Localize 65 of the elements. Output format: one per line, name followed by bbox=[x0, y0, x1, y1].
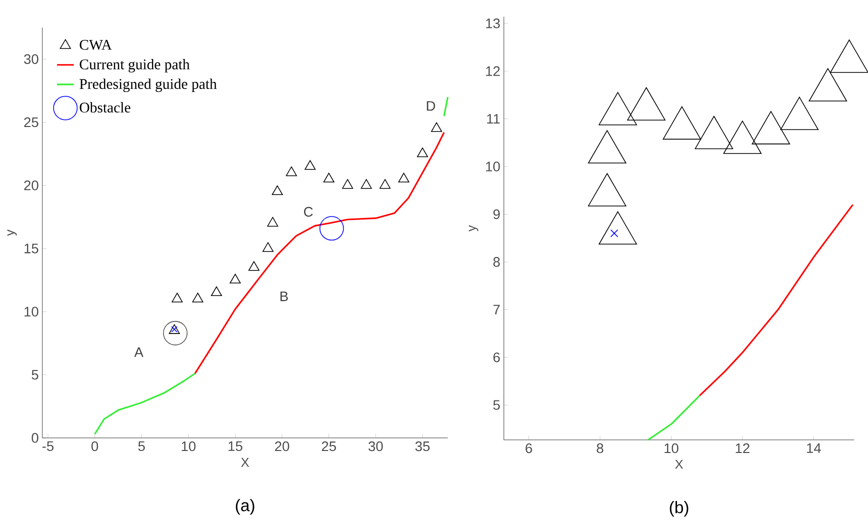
y-tick-label: 13 bbox=[486, 18, 500, 28]
point bbox=[171, 326, 178, 332]
annotation: C bbox=[304, 206, 313, 216]
y-tick-label: 12 bbox=[486, 66, 500, 76]
point bbox=[163, 320, 188, 346]
x-tick-label: 10 bbox=[664, 443, 678, 453]
y-tick-label: 25 bbox=[24, 117, 38, 127]
legend-label: Obstacle bbox=[80, 102, 130, 112]
y-tick-label: 9 bbox=[493, 209, 500, 219]
y-tick-label: 6 bbox=[493, 352, 500, 362]
x-tick-label: 12 bbox=[736, 443, 750, 453]
point bbox=[192, 292, 204, 302]
legend-label: CWA bbox=[80, 40, 112, 50]
x-tick-label: 14 bbox=[807, 443, 821, 453]
y-axis-title: y bbox=[468, 224, 478, 232]
y-axis-title: y bbox=[7, 229, 17, 236]
point bbox=[304, 160, 316, 170]
annotation: A bbox=[134, 347, 144, 357]
x-tick-label: 30 bbox=[368, 441, 383, 451]
y-tick-label: 10 bbox=[24, 306, 38, 316]
x-tick-label: -5 bbox=[42, 441, 54, 451]
x-tick-label: 8 bbox=[596, 443, 604, 453]
point bbox=[272, 185, 283, 195]
x-tick-label: 0 bbox=[91, 441, 98, 451]
legend-label: Predesigned guide path bbox=[80, 78, 217, 92]
x-tick-label: 25 bbox=[322, 441, 336, 451]
x-tick-label: 6 bbox=[526, 443, 532, 453]
legend-label: Current guide path bbox=[80, 58, 190, 72]
point bbox=[416, 147, 428, 157]
point bbox=[248, 260, 260, 271]
point bbox=[262, 242, 274, 252]
point bbox=[431, 122, 442, 132]
y-tick-label: 30 bbox=[24, 54, 38, 64]
point bbox=[380, 178, 391, 188]
y-tick-label: 5 bbox=[493, 400, 500, 410]
y-tick-label: 7 bbox=[493, 304, 500, 314]
y-tick-label: 10 bbox=[486, 161, 500, 172]
x-axis-title: X bbox=[675, 460, 684, 468]
x-tick-label: 35 bbox=[415, 441, 430, 451]
x-tick-label: 15 bbox=[228, 441, 242, 451]
y-tick-label: 20 bbox=[24, 180, 38, 190]
annotation: B bbox=[280, 291, 288, 301]
point bbox=[323, 172, 334, 182]
point bbox=[342, 178, 354, 188]
y-tick-label: 8 bbox=[493, 256, 500, 267]
y-tick-label: 11 bbox=[487, 114, 500, 124]
line-series bbox=[698, 204, 854, 396]
annotation: D bbox=[426, 100, 436, 110]
point bbox=[210, 286, 222, 296]
text: (a) bbox=[236, 498, 254, 514]
x-tick-label: 20 bbox=[275, 441, 290, 451]
x-axis-title: X bbox=[241, 458, 250, 466]
y-tick-label: 0 bbox=[32, 432, 38, 443]
point bbox=[398, 172, 410, 182]
point bbox=[267, 216, 278, 226]
point bbox=[230, 274, 241, 284]
point bbox=[286, 166, 297, 176]
y-tick-label: 15 bbox=[24, 243, 38, 254]
x-tick-label: 10 bbox=[182, 441, 196, 451]
point bbox=[172, 292, 183, 302]
point bbox=[360, 178, 372, 188]
point bbox=[319, 216, 344, 240]
y-tick-label: 5 bbox=[32, 370, 38, 380]
text: (b) bbox=[670, 500, 688, 516]
x-tick-label: 5 bbox=[138, 441, 145, 451]
